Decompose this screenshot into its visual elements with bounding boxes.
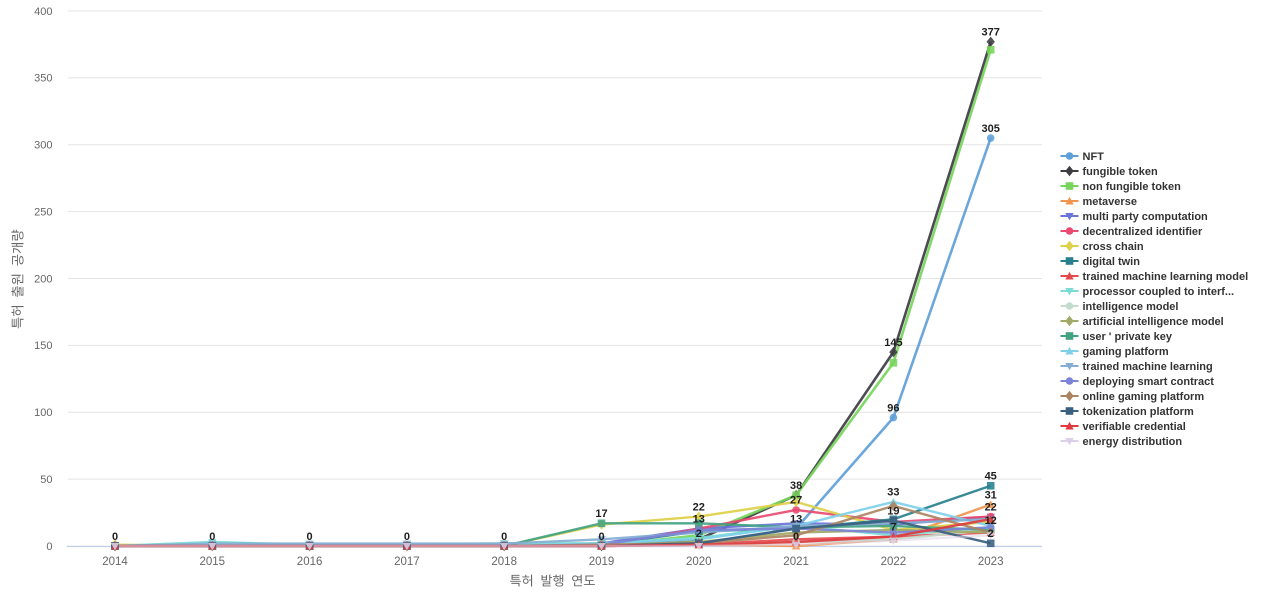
- svg-text:2023: 2023: [978, 556, 1004, 568]
- svg-text:0: 0: [209, 531, 215, 543]
- svg-text:45: 45: [985, 471, 997, 483]
- svg-text:13: 13: [693, 514, 705, 526]
- svg-text:0: 0: [46, 541, 52, 553]
- svg-text:12: 12: [985, 515, 997, 527]
- svg-text:22: 22: [693, 501, 705, 513]
- svg-text:deploying smart contract: deploying smart contract: [1083, 376, 1215, 388]
- svg-text:7: 7: [890, 522, 896, 534]
- svg-text:100: 100: [34, 407, 52, 419]
- svg-text:2020: 2020: [686, 556, 712, 568]
- svg-text:38: 38: [790, 480, 802, 492]
- svg-text:2014: 2014: [102, 556, 128, 568]
- svg-text:250: 250: [34, 207, 52, 219]
- svg-text:300: 300: [34, 140, 52, 152]
- svg-text:17: 17: [595, 508, 607, 520]
- svg-text:50: 50: [40, 474, 52, 486]
- svg-text:27: 27: [790, 495, 802, 507]
- svg-text:non fungible token: non fungible token: [1083, 181, 1182, 193]
- svg-text:0: 0: [793, 531, 799, 543]
- svg-text:22: 22: [985, 501, 997, 513]
- svg-text:150: 150: [34, 340, 52, 352]
- svg-text:0: 0: [404, 531, 410, 543]
- svg-text:377: 377: [982, 27, 1000, 39]
- svg-text:350: 350: [34, 73, 52, 85]
- svg-text:0: 0: [112, 531, 118, 543]
- svg-text:200: 200: [34, 273, 52, 285]
- svg-text:gaming platform: gaming platform: [1083, 346, 1169, 358]
- svg-text:2019: 2019: [589, 556, 615, 568]
- svg-text:user ' private key: user ' private key: [1083, 331, 1173, 343]
- svg-text:2021: 2021: [783, 556, 809, 568]
- svg-text:0: 0: [501, 531, 507, 543]
- svg-text:2016: 2016: [297, 556, 323, 568]
- svg-text:0: 0: [598, 531, 604, 543]
- svg-text:2: 2: [696, 528, 702, 540]
- svg-text:96: 96: [887, 403, 899, 415]
- svg-text:decentralized identifier: decentralized identifier: [1083, 226, 1204, 238]
- svg-text:145: 145: [884, 337, 902, 349]
- svg-text:multi party computation: multi party computation: [1083, 211, 1209, 223]
- svg-text:19: 19: [887, 505, 899, 517]
- svg-text:2015: 2015: [200, 556, 226, 568]
- svg-text:NFT: NFT: [1083, 151, 1105, 163]
- svg-text:31: 31: [985, 489, 997, 501]
- svg-text:intelligence model: intelligence model: [1083, 301, 1179, 313]
- svg-text:2017: 2017: [394, 556, 420, 568]
- svg-text:fungible token: fungible token: [1083, 166, 1158, 178]
- svg-text:tokenization platform: tokenization platform: [1083, 406, 1194, 418]
- svg-text:trained machine learning model: trained machine learning model: [1083, 271, 1249, 283]
- svg-text:verifiable credential: verifiable credential: [1083, 421, 1186, 433]
- svg-text:400: 400: [34, 6, 52, 18]
- svg-text:2: 2: [988, 528, 994, 540]
- svg-text:2022: 2022: [881, 556, 907, 568]
- svg-text:13: 13: [790, 514, 802, 526]
- svg-text:33: 33: [887, 487, 899, 499]
- svg-text:trained machine learning: trained machine learning: [1083, 361, 1213, 373]
- svg-text:2018: 2018: [491, 556, 517, 568]
- svg-text:0: 0: [307, 531, 313, 543]
- svg-text:metaverse: metaverse: [1083, 196, 1137, 208]
- svg-text:cross chain: cross chain: [1083, 241, 1144, 253]
- svg-text:processor coupled to interf...: processor coupled to interf...: [1083, 286, 1235, 298]
- svg-text:online gaming platform: online gaming platform: [1083, 391, 1205, 403]
- svg-text:artificial intelligence model: artificial intelligence model: [1083, 316, 1224, 328]
- svg-text:305: 305: [982, 123, 1000, 135]
- svg-text:digital twin: digital twin: [1083, 256, 1141, 268]
- svg-text:energy distribution: energy distribution: [1083, 436, 1183, 448]
